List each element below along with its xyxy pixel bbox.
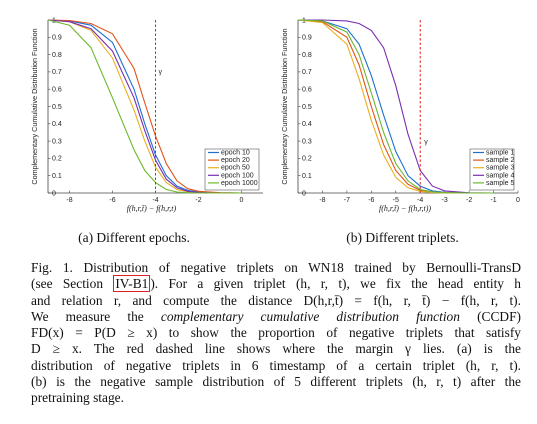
- y-tick-label: 0.2: [52, 156, 62, 163]
- x-tick-label: -4: [417, 197, 423, 204]
- legend-entry: sample 1: [486, 150, 515, 157]
- caption-text: (b) is the negative sample distribution …: [31, 374, 521, 390]
- y-tick-label: 0: [52, 190, 56, 197]
- x-axis-label: f(h,r,t̄) − f(h,r,t)): [379, 204, 431, 213]
- caption-text: Fig. 1. Distribution of negative triplet…: [31, 260, 521, 275]
- legend-entry: sample 2: [486, 157, 515, 164]
- legend-entry: epoch 20: [221, 157, 250, 164]
- caption-text: distribution of negative triplets in 6 t…: [31, 357, 521, 373]
- x-tick-label: -3: [442, 197, 448, 204]
- legend-entry: epoch 10: [221, 150, 250, 157]
- y-tick-label: 0.8: [302, 52, 312, 59]
- caption-line: Fig. 1. Distribution of negative triplet…: [31, 260, 521, 276]
- y-tick-label: 0.5: [302, 104, 312, 111]
- legend-entry: epoch 100: [221, 172, 254, 179]
- legend-entry: sample 5: [486, 180, 515, 187]
- y-tick-label: 0.7: [52, 69, 62, 76]
- gamma-label: γ: [159, 69, 163, 76]
- chart-b: Complementary Cumulative Distribution Fu…: [280, 17, 520, 213]
- legend-entry: epoch 50: [221, 165, 250, 172]
- x-tick-label: -8: [319, 197, 325, 204]
- x-tick-label: -2: [466, 197, 472, 204]
- section-ref-link[interactable]: IV-B1: [113, 275, 151, 293]
- subcaption-a: (a) Different epochs.: [78, 230, 190, 245]
- caption-line: D ≥ x. The red dashed line shows where t…: [31, 341, 521, 357]
- caption-text: ). For a given triplet (h, r, t), we fix…: [150, 276, 522, 292]
- y-axis-label: Complementary Cumulative Distribution Fu…: [280, 28, 289, 184]
- x-tick-label: 0: [516, 197, 520, 204]
- series-line-sample-1: [297, 19, 494, 194]
- y-tick-label: 0.4: [302, 121, 312, 128]
- caption-line: FD(x) = P(D ≥ x) to show the proportion …: [31, 325, 521, 341]
- legend-entry: sample 4: [486, 172, 515, 179]
- caption-text: D ≥ x. The red dashed line shows where t…: [31, 341, 521, 357]
- y-tick-label: 0.3: [52, 138, 62, 145]
- legend-entry: epoch 1000: [221, 180, 258, 187]
- x-tick-label: -1: [490, 197, 496, 204]
- y-tick-label: 0.8: [52, 52, 62, 59]
- y-tick-label: 0.2: [302, 156, 312, 163]
- figure-b: Complementary Cumulative Distribution Fu…: [268, 0, 537, 226]
- x-tick-label: -4: [152, 197, 158, 204]
- caption-line: and relation r, and compute the distance…: [31, 293, 521, 309]
- figure-a: Complementary Cumulative Distribution Fu…: [0, 0, 268, 226]
- y-tick-label: 0.3: [302, 138, 312, 145]
- caption-text: and relation r, and compute the distance…: [31, 292, 521, 308]
- y-tick-label: 0: [302, 190, 306, 197]
- y-tick-label: 0.6: [302, 87, 312, 94]
- caption-emphasis: complementary cumulative distribution fu…: [160, 308, 460, 324]
- x-axis-label: f(h,r,t̄) − f(h,r,t): [127, 204, 177, 213]
- caption-line: pretraining stage.: [31, 390, 521, 406]
- y-tick-label: 0.6: [52, 87, 62, 94]
- x-tick-label: -7: [344, 197, 350, 204]
- series-line-sample-2: [297, 19, 494, 194]
- caption-line: distribution of negative triplets in 6 t…: [31, 358, 521, 374]
- caption-text: pretraining stage.: [31, 390, 124, 406]
- y-tick-label: 0.9: [52, 35, 62, 42]
- x-tick-label: -2: [195, 197, 201, 204]
- series-line-epoch-20: [47, 19, 242, 194]
- x-tick-label: -5: [393, 197, 399, 204]
- y-axis-label: Complementary Cumulative Distribution Fu…: [30, 28, 39, 184]
- caption-text: (CCDF): [459, 308, 521, 324]
- caption-text: We measure the: [31, 308, 161, 324]
- y-tick-label: 0.4: [52, 121, 62, 128]
- caption-line: (b) is the negative sample distribution …: [31, 374, 521, 390]
- x-tick-label: -8: [66, 197, 72, 204]
- caption-line: We measure the complementary cumulative …: [31, 309, 521, 325]
- y-tick-label: 0.9: [302, 35, 312, 42]
- series-line-sample-5: [297, 19, 494, 194]
- chart-a: Complementary Cumulative Distribution Fu…: [30, 17, 263, 213]
- y-tick-label: 0.1: [302, 173, 312, 180]
- caption-text: FD(x) = P(D ≥ x) to show the proportion …: [31, 325, 521, 341]
- legend-box: [469, 148, 515, 191]
- figure-caption: Fig. 1. Distribution of negative triplet…: [31, 260, 521, 407]
- y-tick-label: 0.1: [52, 173, 62, 180]
- series-line-sample-4: [298, 19, 494, 194]
- gamma-label: γ: [424, 139, 428, 146]
- caption-line: (see Section IV-B1). For a given triplet…: [31, 275, 522, 293]
- caption-text: (see Section: [31, 276, 114, 292]
- subcaption-b: (b) Different triplets.: [346, 230, 459, 245]
- y-tick-label: 0.7: [302, 69, 312, 76]
- x-tick-label: -6: [368, 197, 374, 204]
- x-tick-label: -6: [109, 197, 115, 204]
- series-line-sample-3: [297, 19, 494, 194]
- y-tick-label: 0.5: [52, 104, 62, 111]
- x-tick-label: 0: [240, 197, 244, 204]
- legend-entry: sample 3: [486, 165, 515, 172]
